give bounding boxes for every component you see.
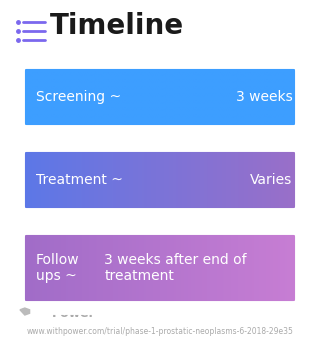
Polygon shape [20,308,30,315]
Text: 3 weeks: 3 weeks [236,90,292,104]
Text: Screening ~: Screening ~ [36,90,121,104]
Text: Power: Power [52,307,96,320]
Text: Treatment ~: Treatment ~ [36,173,123,187]
Text: Timeline: Timeline [50,12,184,40]
Text: www.withpower.com/trial/phase-1-prostatic-neoplasms-6-2018-29e35: www.withpower.com/trial/phase-1-prostati… [27,328,293,337]
Text: 3 weeks after end of
treatment: 3 weeks after end of treatment [104,253,247,283]
Text: Varies: Varies [250,173,292,187]
Text: Follow
ups ~: Follow ups ~ [36,253,79,283]
